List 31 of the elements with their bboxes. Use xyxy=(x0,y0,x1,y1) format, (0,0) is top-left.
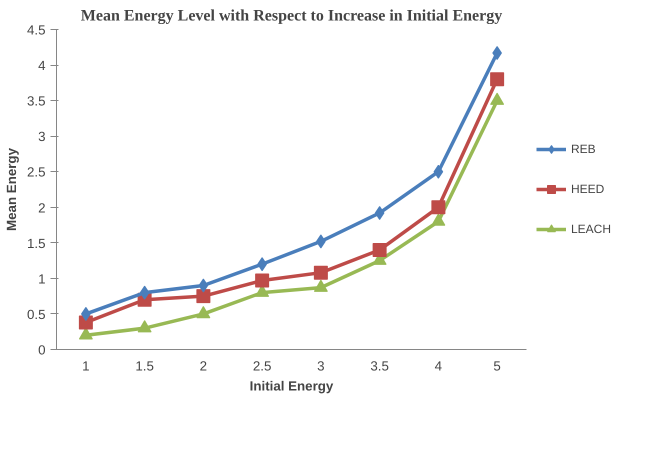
y-tick-label: 1.5 xyxy=(26,236,46,251)
x-tick-label: 1.5 xyxy=(135,358,154,374)
y-tick-label: 2 xyxy=(38,200,46,216)
legend-label: REB xyxy=(571,142,596,156)
x-tick-label: 2.5 xyxy=(252,358,272,374)
y-tick-label: 3 xyxy=(38,129,46,144)
point xyxy=(255,274,270,288)
legend-label: LEACH xyxy=(571,222,612,236)
y-tick-label: 1 xyxy=(38,271,46,286)
point xyxy=(372,242,387,257)
point xyxy=(314,266,328,280)
x-tick-label: 3.5 xyxy=(370,358,389,374)
x-tick-label: 5 xyxy=(493,358,501,374)
y-tick-label: 4.5 xyxy=(26,22,46,38)
y-tick-label: 0 xyxy=(38,342,46,358)
y-tick-label: 0.5 xyxy=(26,306,46,322)
x-tick-label: 4 xyxy=(434,358,443,374)
y-tick-label: 3.5 xyxy=(26,94,46,109)
x-tick-label: 1 xyxy=(82,358,90,374)
x-axis-title: Initial Energy xyxy=(250,378,334,394)
point xyxy=(198,278,208,292)
chart-title: Mean Energy Level with Respect to Increase in Initial Energy xyxy=(80,8,502,24)
y-tick-label: 4 xyxy=(38,58,46,74)
y-tick-label: 2.5 xyxy=(26,164,46,180)
point xyxy=(490,72,504,86)
point xyxy=(431,200,446,214)
y-axis-title: Mean Energy xyxy=(4,147,19,231)
legend-label: HEED xyxy=(571,182,604,196)
point xyxy=(196,289,210,304)
x-tick-label: 3 xyxy=(317,358,325,374)
x-tick-label: 2 xyxy=(200,358,208,374)
